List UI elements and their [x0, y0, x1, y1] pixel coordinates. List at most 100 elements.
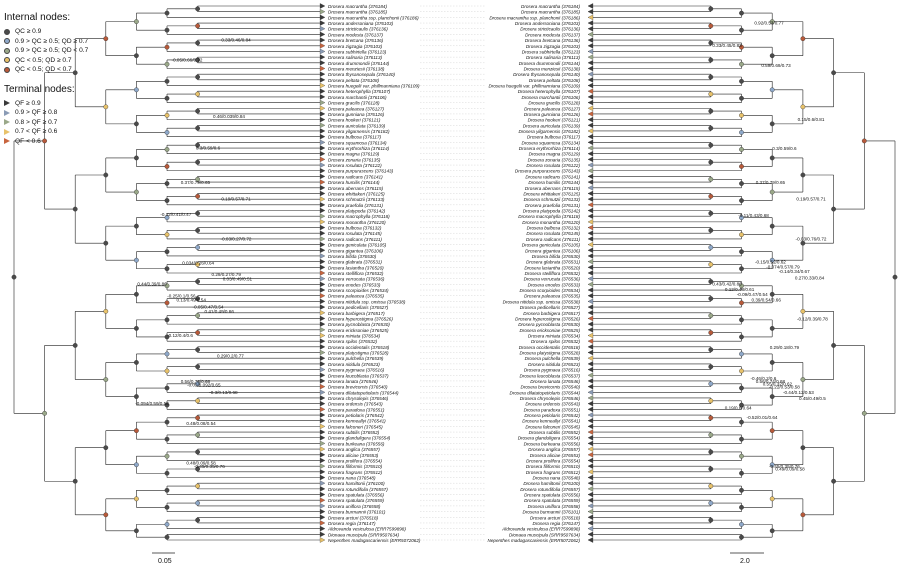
internal-node-marker: [133, 155, 139, 161]
terminal-node-marker: [587, 338, 594, 345]
internal-node-marker: [195, 296, 201, 301]
right-tip-label: Drosera bulbosa (376117): [527, 135, 580, 140]
right-node-support-label: 0.15/0.6/0.81: [798, 117, 825, 122]
internal-node-marker: [164, 368, 170, 374]
internal-node-marker: [103, 308, 109, 314]
left-tip-label: Drosera kenneallyi (376541): [328, 419, 386, 424]
internal-node-marker: [769, 462, 775, 468]
terminal-node-marker: [587, 37, 594, 43]
internal-node-marker: [164, 534, 170, 540]
terminal-node-marker: [587, 491, 594, 498]
left-tip-label: Drosera pycnoblasta (376530): [328, 322, 390, 327]
left-tip-label: Drosera macrantha (376184): [328, 4, 387, 9]
right-node-support-label: 0.3/0.59/0.6: [772, 146, 797, 151]
left-tip-label: Aldrovanda vesiculosa (ERR7599898): [327, 527, 406, 532]
left-tip-label: Drosera gigantea (376106): [328, 248, 383, 253]
internal-node-marker: [739, 78, 744, 84]
internal-node-marker: [739, 368, 744, 374]
internal-node-marker: [708, 381, 714, 387]
left-tip-label: Drosera nana (376548): [328, 476, 376, 481]
terminal-node-marker: [587, 42, 594, 49]
internal-node-marker: [164, 402, 170, 408]
left-node-support-label: 0.19/0.57/0.71: [221, 196, 251, 201]
left-tip-label: Drosera macrophylla (376118): [328, 214, 390, 219]
internal-node-marker: [195, 193, 201, 199]
right-node-support-label: -0.12/0.39/0.78: [797, 316, 828, 321]
internal-node-marker: [103, 377, 109, 382]
left-node-support-label: 0.3/0.59/0.6: [196, 145, 221, 150]
left-tip-label: Drosera gracilis (376128): [328, 101, 380, 106]
internal-node-marker: [164, 351, 170, 357]
internal-node-marker: [164, 470, 170, 476]
terminal-node-marker: [319, 287, 326, 293]
right-tip-label: Drosera monantha (376120): [522, 220, 580, 225]
internal-node-marker: [164, 283, 170, 289]
right-tip-label: Drosera fragrans (376512): [526, 470, 581, 475]
internal-node-marker: [769, 53, 775, 59]
triangle-marker-icon: [4, 100, 10, 107]
terminal-node-marker: [319, 162, 326, 168]
terminal-node-marker: [319, 503, 326, 509]
right-tip-label: Drosera auriculata (376139): [523, 123, 581, 128]
left-tip-label: Drosera subtilis (376552): [328, 430, 380, 435]
left-tip-label: Drosera ordensis (376543): [328, 402, 383, 407]
internal-legend-row: 0.9 > QC ≥ 0.5; QD < 0.7: [4, 46, 164, 56]
internal-node-marker: [72, 206, 78, 212]
terminal-node-marker: [587, 116, 594, 123]
internal-node-marker: [133, 87, 139, 93]
terminal-node-marker: [587, 99, 594, 106]
terminal-node-marker: [319, 315, 326, 322]
internal-node-marker: [708, 296, 714, 301]
terminal-node-marker: [587, 145, 594, 151]
left-tip-label: Drosera schmutzii (376133): [328, 197, 385, 202]
internal-node-marker: [769, 394, 775, 399]
left-tip-label: Drosera monantha (376120): [328, 220, 386, 225]
internal-node-marker: [195, 364, 201, 370]
circle-marker-icon: [4, 66, 10, 73]
legend-label: 0.7 < QF ≥ 0.6: [15, 128, 58, 135]
internal-node-marker: [739, 504, 744, 510]
terminal-node-marker: [587, 344, 594, 350]
internal-node-marker: [739, 249, 744, 255]
internal-node-marker: [133, 496, 139, 502]
terminal-node-marker: [587, 326, 594, 333]
internal-node-marker: [195, 398, 201, 404]
internal-node-marker: [133, 19, 139, 25]
right-tip-label: Drosera salinaria (376113): [526, 55, 581, 60]
left-tip-label: Drosera burmannii (376101): [328, 510, 386, 515]
right-node-support-label: -0.45/0.35/0.76: [769, 464, 800, 469]
terminal-node-marker: [587, 400, 594, 407]
right-tip-label: Drosera enodes (376533): [528, 282, 581, 287]
internal-node-marker: [861, 410, 867, 416]
left-tip-label: Drosera platypoda (376142): [328, 209, 386, 214]
left-node-support-label: -0.05/0.47/0.54: [193, 304, 224, 309]
right-tip-label: Drosera yilgarnensis (376182): [518, 129, 580, 134]
left-tip-label: Drosera auriculata (376139): [328, 123, 386, 128]
legend-label: 0.9 > QC ≥ 0.5; QD ≥ 0.7: [15, 37, 89, 45]
internal-node-marker: [164, 147, 170, 152]
internal-node-marker: [769, 291, 775, 297]
internal-node-marker: [164, 61, 170, 67]
internal-node-marker: [708, 210, 714, 216]
internal-node-marker: [195, 432, 201, 438]
left-node-support-label: 0.56/0.73/0.68: [181, 379, 211, 384]
left-tip-label: Drosera lanata (376546): [328, 379, 378, 384]
terminal-node-marker: [587, 105, 594, 112]
internal-node-marker: [103, 240, 109, 246]
internal-node-marker: [708, 517, 714, 523]
internal-node-marker: [708, 40, 714, 46]
internal-node-marker: [708, 262, 714, 267]
internal-node-marker: [164, 487, 170, 493]
left-tip-label: Drosera aliciae (376553): [328, 453, 379, 458]
internal-node-marker: [195, 483, 201, 489]
internal-node-marker: [708, 347, 714, 353]
right-node-support-label: -0.22/0.53/0.58: [769, 385, 800, 390]
terminal-node-marker: [587, 230, 594, 237]
left-node-support-label: 0.41/0.49/0.66: [205, 309, 235, 314]
terminal-node-marker: [319, 383, 326, 390]
terminal-node-marker: [319, 139, 326, 146]
terminal-node-marker: [319, 54, 326, 60]
internal-node-marker: [195, 347, 201, 353]
terminal-node-marker: [587, 128, 594, 134]
internal-node-marker: [739, 521, 744, 527]
